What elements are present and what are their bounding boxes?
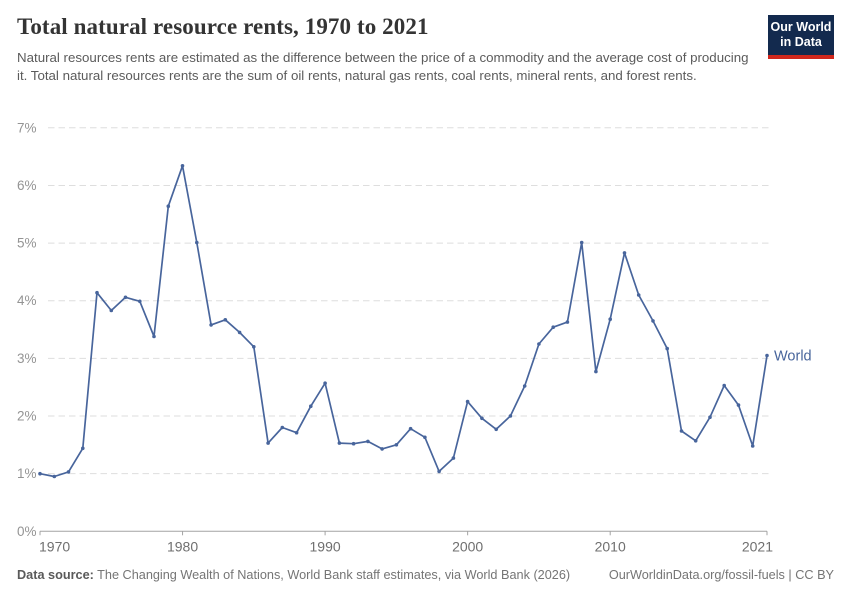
data-point[interactable] <box>423 435 427 440</box>
data-point[interactable] <box>166 204 171 208</box>
x-tick-label: 1990 <box>310 538 341 554</box>
x-tick-label: 2010 <box>595 538 626 554</box>
data-point[interactable] <box>522 384 527 388</box>
data-point[interactable] <box>223 318 228 322</box>
data-source-text: The Changing Wealth of Nations, World Ba… <box>93 568 571 582</box>
y-tick-label: 4% <box>17 293 37 308</box>
data-point[interactable] <box>123 295 128 300</box>
data-point[interactable] <box>765 353 769 358</box>
data-point[interactable] <box>323 381 327 386</box>
data-point[interactable] <box>408 426 413 431</box>
data-point[interactable] <box>708 415 712 420</box>
data-point[interactable] <box>366 439 370 444</box>
data-point[interactable] <box>351 441 356 446</box>
data-point[interactable] <box>252 345 256 349</box>
y-tick-label: 7% <box>17 120 37 135</box>
y-tick-label: 6% <box>17 178 37 193</box>
data-point[interactable] <box>537 342 541 346</box>
data-point[interactable] <box>651 319 655 323</box>
owid-logo-line1: Our World <box>770 20 832 34</box>
data-point[interactable] <box>750 444 755 448</box>
data-point[interactable] <box>337 441 342 445</box>
data-point[interactable] <box>394 443 399 447</box>
owid-logo[interactable]: Our World in Data <box>768 15 834 59</box>
data-point[interactable] <box>52 474 57 479</box>
data-source-label: Data source: <box>17 568 94 582</box>
data-point[interactable] <box>437 469 441 474</box>
y-tick-label: 0% <box>17 524 37 539</box>
data-point[interactable] <box>636 293 641 297</box>
series-line[interactable] <box>39 164 768 478</box>
x-tick-label: 2000 <box>452 538 483 554</box>
data-point[interactable] <box>480 416 484 421</box>
chart-title: Total natural resource rents, 1970 to 20… <box>17 14 429 39</box>
owid-logo-line2: in Data <box>780 35 822 50</box>
data-point[interactable] <box>736 403 741 407</box>
data-point[interactable] <box>280 425 285 430</box>
credit-link[interactable]: OurWorldinData.org/fossil-fuels | CC BY <box>608 568 834 582</box>
data-point[interactable] <box>465 399 470 404</box>
y-tick-label: 2% <box>17 409 37 424</box>
data-point[interactable] <box>679 429 684 433</box>
x-tick-label: 1980 <box>167 538 198 554</box>
chart-footer: Data source: The Changing Wealth of Nati… <box>17 568 834 582</box>
data-point[interactable] <box>722 383 726 388</box>
data-point[interactable] <box>237 330 242 335</box>
data-point[interactable] <box>665 346 669 351</box>
data-point[interactable] <box>451 456 456 460</box>
x-tick-label: 2021 <box>742 538 773 554</box>
y-tick-label: 1% <box>17 466 37 481</box>
data-point[interactable] <box>266 441 270 445</box>
chart-subtitle: Natural resources rents are estimated as… <box>17 50 749 84</box>
data-point[interactable] <box>508 414 513 418</box>
data-point[interactable] <box>294 430 299 435</box>
data-point[interactable] <box>95 290 99 295</box>
y-tick-label: 5% <box>17 236 37 251</box>
data-point[interactable] <box>608 317 612 322</box>
data-point[interactable] <box>693 439 698 443</box>
chart-header: Total natural resource rents, 1970 to 20… <box>17 14 757 86</box>
data-point[interactable] <box>38 471 42 476</box>
data-point[interactable] <box>594 369 598 374</box>
data-point[interactable] <box>66 470 71 474</box>
data-point[interactable] <box>180 164 185 168</box>
data-point[interactable] <box>152 334 156 339</box>
data-point[interactable] <box>309 404 313 409</box>
data-point[interactable] <box>195 240 199 245</box>
data-point[interactable] <box>138 299 142 304</box>
data-point[interactable] <box>209 323 213 327</box>
data-point[interactable] <box>380 447 384 451</box>
y-tick-label: 3% <box>17 351 37 366</box>
data-point[interactable] <box>551 325 555 330</box>
data-point[interactable] <box>565 320 570 324</box>
series-label[interactable]: World <box>774 348 812 364</box>
data-source-note: Data source: The Changing Wealth of Nati… <box>17 568 570 582</box>
data-point[interactable] <box>81 446 85 451</box>
data-point[interactable] <box>622 251 627 255</box>
data-point[interactable] <box>579 240 584 245</box>
data-point[interactable] <box>494 427 499 432</box>
data-point[interactable] <box>109 308 114 313</box>
x-tick-label: 1970 <box>39 538 70 554</box>
